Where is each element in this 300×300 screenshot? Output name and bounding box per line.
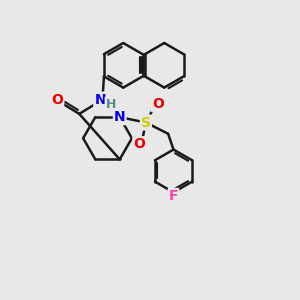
- Text: N: N: [94, 93, 106, 106]
- Text: O: O: [134, 137, 145, 151]
- Text: N: N: [114, 110, 125, 124]
- Text: O: O: [51, 93, 63, 107]
- Text: F: F: [169, 189, 178, 203]
- Text: O: O: [152, 97, 164, 111]
- Text: H: H: [106, 98, 116, 111]
- Text: S: S: [141, 116, 151, 130]
